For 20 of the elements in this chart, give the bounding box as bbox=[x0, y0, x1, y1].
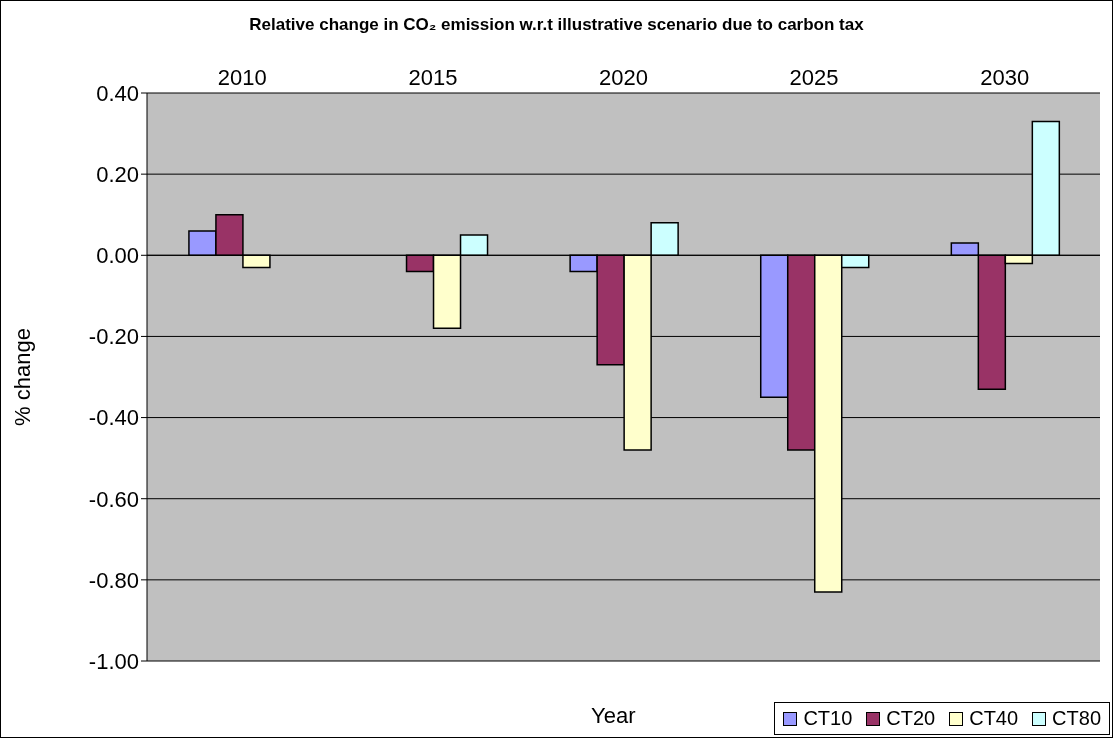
y-axis-title: % change bbox=[9, 328, 35, 426]
y-tick-label: -1.00 bbox=[88, 648, 139, 674]
y-tick-label: 0.40 bbox=[96, 80, 139, 106]
y-tick-label: 0.20 bbox=[96, 161, 139, 187]
y-tick-label: -0.40 bbox=[88, 405, 139, 431]
x-tick-label: 2020 bbox=[599, 65, 648, 90]
legend-label: CT40 bbox=[968, 707, 1019, 730]
legend-label: CT10 bbox=[802, 707, 853, 730]
chart-title: Relative change in CO₂ emission w.r.t illustrative scenario due to carbon tax bbox=[248, 15, 865, 35]
y-tick-label: -0.80 bbox=[88, 567, 139, 593]
x-tick-label: 2030 bbox=[980, 65, 1030, 90]
x-tick-label: 2025 bbox=[789, 65, 839, 90]
x-tick-label: 2010 bbox=[217, 65, 267, 90]
legend-label: CT80 bbox=[1051, 707, 1101, 730]
x-axis-title: Year bbox=[591, 703, 636, 729]
legend-label: CT20 bbox=[885, 707, 936, 730]
y-tick-label: -0.20 bbox=[88, 324, 139, 350]
y-tick-label: -0.60 bbox=[88, 486, 139, 512]
y-tick-label: 0.00 bbox=[96, 243, 139, 269]
x-tick-label: 2015 bbox=[408, 65, 458, 90]
